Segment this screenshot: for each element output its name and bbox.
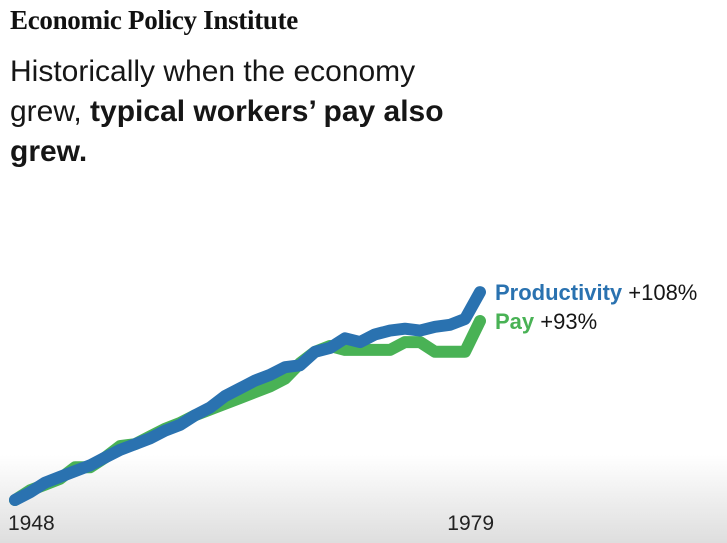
series-label-pay: Pay +93%	[495, 309, 597, 334]
headline: Historically when the economy grew, typi…	[10, 52, 480, 172]
headline-regular: Historically when the economy grew,	[10, 55, 416, 128]
x-axis-ticks: 1948 1979	[8, 512, 494, 535]
bottom-fade	[0, 455, 727, 543]
series-name: Pay	[495, 309, 535, 334]
series-change: +93%	[534, 309, 597, 334]
x-tick-1979: 1979	[447, 512, 494, 535]
series-change: +108%	[622, 280, 697, 305]
series-line-productivity	[9, 286, 486, 506]
x-tick-1948: 1948	[8, 512, 55, 535]
series-name: Productivity	[495, 280, 623, 305]
series-label-productivity: Productivity +108%	[495, 280, 697, 305]
headline-bold: typical workers’ pay also grew.	[10, 95, 444, 168]
series-labels: Productivity +108% Pay +93%	[495, 280, 697, 334]
series-lines	[9, 286, 486, 506]
org-name: Economic Policy Institute	[10, 5, 298, 35]
